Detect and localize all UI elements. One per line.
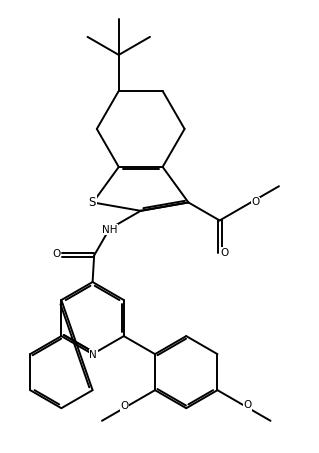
Text: NH: NH [102, 225, 117, 235]
Text: S: S [89, 196, 96, 209]
Text: O: O [52, 249, 60, 259]
Text: O: O [220, 248, 228, 258]
Text: O: O [251, 198, 260, 207]
Text: O: O [244, 400, 252, 410]
Text: N: N [89, 350, 97, 360]
Text: O: O [121, 401, 129, 411]
